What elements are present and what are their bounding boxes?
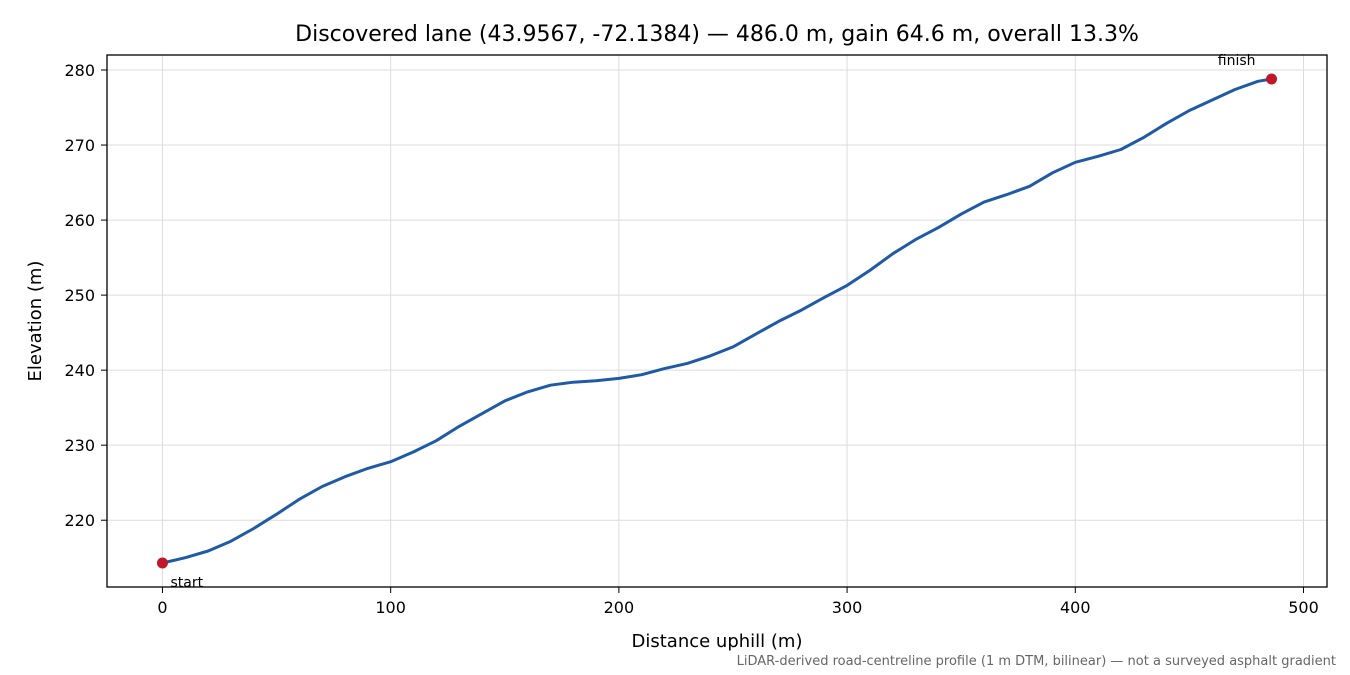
x-tick-label: 300 [832,598,863,617]
finish-marker [1266,73,1278,85]
y-axis-label: Elevation (m) [25,261,46,382]
y-tick-label: 230 [64,436,95,455]
ticks-layer: 0 100 200 300 400 500 220 230 240 250 260 270 280 [64,61,1318,617]
y-tick-label: 220 [64,511,95,530]
y-tick-label: 240 [64,361,95,380]
x-tick-label: 100 [375,598,406,617]
start-marker [156,557,168,569]
grid-layer [107,55,1327,587]
elevation-line [161,77,1273,565]
x-tick-label: 0 [157,598,167,617]
x-tick-label: 400 [1060,598,1091,617]
x-axis-label: Distance uphill (m) [632,631,803,652]
y-tick-label: 270 [64,136,95,155]
chart-title: Discovered lane (43.9567, -72.1384) — 48… [295,22,1139,47]
start-label: start [170,575,203,591]
x-tick-label: 200 [604,598,635,617]
markers-layer: start finish [156,53,1278,591]
y-tick-label: 280 [64,61,95,80]
footnote: LiDAR-derived road-centreline profile (1… [737,654,1336,669]
y-tick-label: 250 [64,286,95,305]
finish-label: finish [1218,53,1256,69]
y-tick-label: 260 [64,211,95,230]
x-tick-label: 500 [1288,598,1319,617]
plot-frame [106,54,1328,588]
